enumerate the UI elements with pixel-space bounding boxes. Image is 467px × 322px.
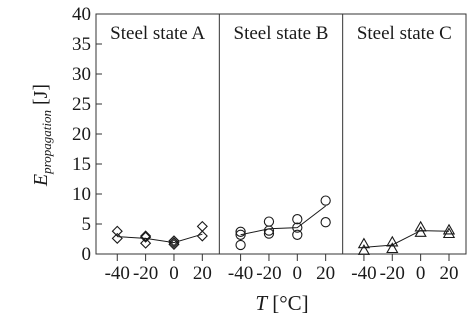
trend-line — [363, 230, 449, 248]
data-point-circle — [235, 229, 246, 240]
y-tick-label: 30 — [72, 64, 91, 85]
data-point-triangle — [386, 235, 399, 247]
x-tick-label: 0 — [169, 263, 179, 284]
data-point-circle — [263, 228, 275, 239]
data-point-diamond — [168, 237, 180, 249]
data-point-circle — [292, 222, 303, 233]
y-tick-label: 40 — [72, 4, 91, 25]
x-axis: -40 -20 0 20 -40 -20 0 20 -40 -20 0 20 — [105, 254, 458, 284]
data-point-triangle — [386, 242, 399, 254]
y-axis-title-unit: [J] — [30, 84, 52, 110]
data-point-circle — [263, 216, 275, 227]
x-tick-label: 20 — [316, 263, 335, 284]
y-axis-title: Epropagation [J] — [30, 84, 54, 187]
x-tick-label: -40 — [105, 263, 130, 284]
data-point-diamond — [140, 230, 152, 242]
x-axis-title-unit: [°C] — [267, 291, 309, 315]
panel-title: Steel state B — [234, 23, 329, 44]
data-point-triangle — [357, 237, 371, 249]
x-tick-label: 0 — [293, 263, 303, 284]
data-point-circle — [320, 217, 331, 228]
panel-title: Steel state C — [357, 23, 452, 44]
plot-frame — [95, 13, 467, 255]
data-point-circle — [235, 239, 246, 251]
panel-title: Steel state A — [110, 23, 205, 44]
data-point-triangle — [442, 223, 456, 235]
trend-line — [117, 233, 203, 244]
panel-a: Steel state A — [110, 23, 208, 250]
panel-c: Steel state C — [357, 23, 456, 255]
trend-line — [240, 205, 326, 236]
data-point-triangle — [414, 220, 427, 232]
data-point-diamond — [168, 235, 180, 247]
data-point-diamond — [196, 220, 208, 232]
x-tick-label: 20 — [439, 263, 458, 284]
data-point-circle — [235, 226, 246, 237]
x-tick-label: -20 — [133, 263, 158, 284]
y-tick-label: 0 — [82, 244, 92, 265]
y-tick-label: 25 — [72, 94, 91, 115]
data-point-triangle — [414, 226, 427, 237]
data-point-triangle — [357, 244, 371, 255]
data-point-diamond — [168, 238, 180, 250]
x-axis-title-var: T — [255, 291, 268, 315]
y-tick-label: 15 — [72, 154, 91, 175]
x-tick-label: -40 — [351, 263, 376, 284]
panel-b: Steel state B — [234, 23, 331, 251]
x-tick-label: 0 — [416, 263, 426, 284]
y-tick-label: 35 — [72, 34, 91, 55]
data-point-diamond — [140, 231, 152, 243]
data-point-triangle — [442, 227, 456, 239]
y-axis-title-main: E — [30, 174, 52, 187]
data-point-circle — [263, 225, 275, 236]
data-point-diamond — [196, 230, 208, 242]
y-axis: 0 5 10 15 20 25 30 35 40 — [72, 4, 102, 265]
x-tick-label: -20 — [256, 263, 281, 284]
data-point-circle — [292, 214, 303, 225]
panels-layer: Steel state A Steel state B Steel state C — [95, 13, 467, 255]
y-tick-label: 5 — [82, 214, 92, 235]
x-axis-title: T [°C] — [255, 291, 308, 315]
x-tick-label: -40 — [228, 263, 253, 284]
x-tick-label: -20 — [380, 263, 405, 284]
data-point-diamond — [140, 237, 152, 249]
data-point-diamond — [111, 232, 123, 244]
y-tick-label: 10 — [72, 184, 91, 205]
x-tick-label: 20 — [193, 263, 212, 284]
data-point-diamond — [111, 225, 123, 237]
y-tick-label: 20 — [72, 124, 91, 145]
data-point-circle — [292, 229, 303, 240]
y-axis-title-sub: propagation — [39, 110, 54, 175]
data-point-circle — [320, 195, 331, 206]
